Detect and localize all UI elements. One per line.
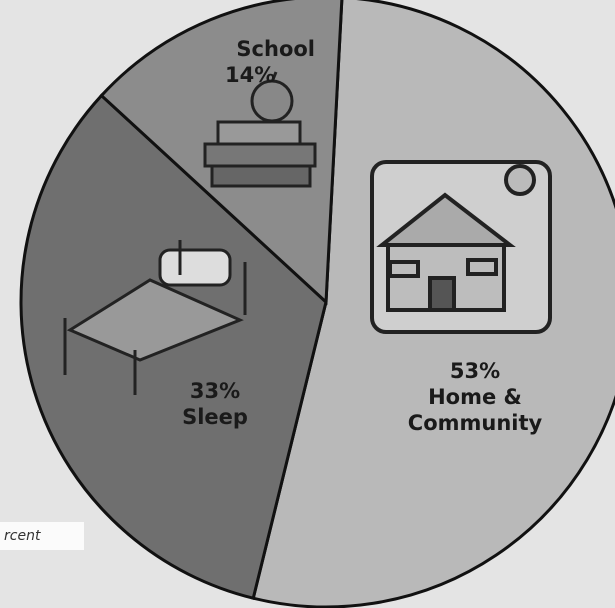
value-label: 14% bbox=[225, 63, 276, 87]
slice-label: School 14% bbox=[195, 36, 315, 88]
category-label: Home & Community bbox=[407, 385, 543, 435]
category-label: School bbox=[236, 37, 315, 61]
value-label: 33% bbox=[189, 379, 241, 403]
note: rcent bbox=[0, 522, 84, 550]
category-label: Sleep bbox=[182, 405, 248, 429]
house-icon bbox=[370, 160, 552, 334]
value-label: 53% bbox=[449, 359, 501, 383]
slice-label: 33% Sleep bbox=[160, 378, 270, 430]
slice-label: 53% Home & Community bbox=[390, 358, 560, 436]
bed-icon bbox=[63, 240, 247, 395]
school-icon bbox=[203, 71, 317, 188]
